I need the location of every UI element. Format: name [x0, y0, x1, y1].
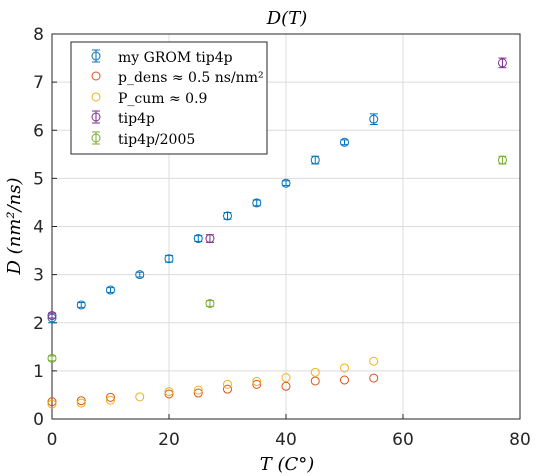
- data-point: [164, 387, 174, 397]
- data-points: [47, 57, 507, 409]
- data-point: [252, 379, 262, 389]
- legend: my GROM tip4p p_dens ≈ 0.5 ns/nm² P_cum …: [70, 41, 268, 155]
- data-point: [47, 353, 57, 363]
- data-point: [164, 389, 174, 399]
- data-point: [223, 211, 232, 221]
- data-point: [205, 299, 215, 308]
- legend-label-tip4p-2005: tip4p/2005: [118, 132, 195, 148]
- data-point: [310, 367, 320, 377]
- data-point: [340, 137, 349, 147]
- legend-label-p-dens: p_dens ≈ 0.5 ns/nm²: [118, 70, 264, 86]
- data-point: [193, 234, 203, 244]
- y-axis-label: D (nm²/ns): [4, 178, 25, 276]
- legend-markers: [91, 49, 101, 145]
- data-point: [369, 114, 379, 124]
- data-point: [223, 379, 232, 389]
- legend-marker: [91, 112, 101, 122]
- data-point: [369, 356, 379, 366]
- data-point: [76, 396, 86, 406]
- data-point: [135, 270, 145, 280]
- x-tick-label: 80: [509, 430, 531, 450]
- data-point: [281, 373, 291, 383]
- data-point: [310, 376, 320, 386]
- data-point: [164, 254, 174, 264]
- legend-label-my-grom-tip4p: my GROM tip4p: [118, 50, 233, 66]
- tick-labels: 0 20 40 60 80 0 1 2 3 4 5 6 7 8: [33, 25, 531, 450]
- data-point: [47, 397, 57, 407]
- data-point: [193, 388, 203, 398]
- legend-box: [70, 41, 268, 155]
- x-tick-label: 20: [158, 430, 180, 450]
- data-point: [497, 58, 507, 68]
- data-point: [106, 395, 115, 405]
- data-point: [310, 155, 320, 165]
- legend-marker: [91, 51, 101, 61]
- data-point: [252, 376, 262, 386]
- x-tick-label: 40: [275, 430, 297, 450]
- y-tick-label: 5: [33, 169, 44, 189]
- legend-marker: [91, 133, 101, 143]
- legend-label-tip4p: tip4p: [118, 111, 155, 127]
- series-4: [47, 155, 507, 363]
- x-tick-label: 0: [47, 430, 58, 450]
- data-point: [193, 385, 203, 395]
- data-point: [135, 392, 145, 402]
- x-tick-label: 60: [392, 430, 414, 450]
- y-tick-label: 8: [33, 25, 44, 45]
- data-point: [205, 234, 215, 244]
- y-tick-label: 0: [33, 410, 44, 430]
- data-point: [497, 155, 507, 165]
- x-axis-label: T (C°): [260, 454, 315, 475]
- legend-marker: [91, 92, 101, 102]
- series-3: [47, 57, 507, 321]
- series-0: [47, 113, 379, 324]
- data-point: [47, 311, 57, 321]
- series-2: [47, 356, 379, 409]
- y-tick-label: 4: [33, 218, 44, 238]
- data-point: [281, 381, 291, 391]
- data-point: [76, 398, 86, 408]
- plot-frame: [51, 33, 521, 420]
- data-point: [252, 198, 262, 208]
- y-tick-label: 2: [33, 314, 44, 334]
- data-point: [340, 375, 349, 385]
- y-tick-label: 7: [33, 73, 44, 93]
- data-point: [281, 178, 291, 188]
- data-point: [47, 399, 57, 409]
- legend-label-p-cum: P_cum ≈ 0.9: [118, 91, 207, 107]
- data-point: [340, 363, 349, 373]
- y-tick-label: 1: [33, 362, 44, 382]
- y-tick-label: 3: [33, 266, 44, 286]
- legend-marker: [91, 71, 101, 81]
- y-tick-label: 6: [33, 121, 44, 141]
- data-point: [76, 300, 86, 310]
- data-point: [369, 373, 379, 383]
- data-point: [223, 384, 232, 394]
- chart-title: D(T): [266, 8, 307, 29]
- data-point: [106, 285, 115, 295]
- data-point: [106, 392, 115, 402]
- series-1: [47, 373, 379, 407]
